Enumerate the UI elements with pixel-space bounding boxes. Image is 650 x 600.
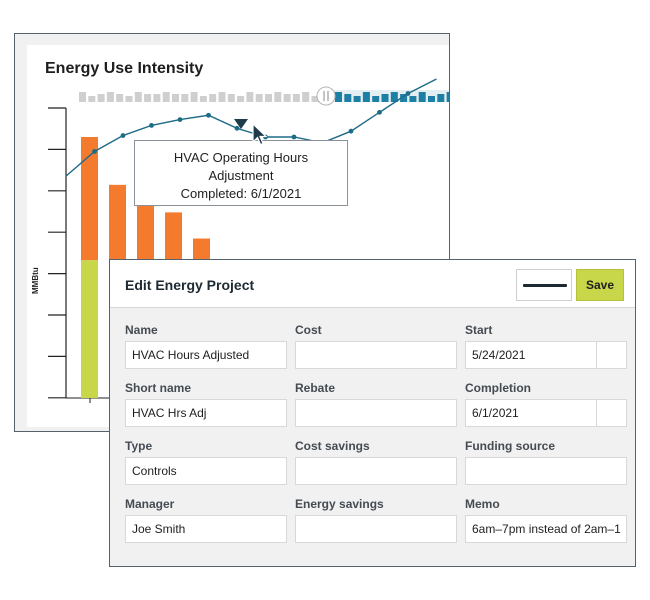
funding-source-field[interactable] — [465, 457, 627, 485]
bar-segment-top — [81, 137, 98, 261]
start-date-picker-button[interactable] — [596, 342, 626, 368]
timeline-slider-handle — [316, 86, 336, 106]
timeline-segment — [172, 94, 179, 102]
type-field[interactable]: Controls — [125, 457, 287, 485]
timeline-segment — [246, 92, 254, 102]
timeline-segment — [162, 92, 170, 102]
trend-point — [120, 133, 126, 138]
timeline-segment — [227, 94, 235, 102]
cost-savings-label: Cost savings — [295, 439, 370, 453]
trend-point — [291, 134, 297, 140]
completion-label: Completion — [465, 381, 531, 395]
timeline-segment — [88, 96, 96, 102]
completion-date-picker-button[interactable] — [596, 400, 626, 426]
timeline-segment-active — [409, 96, 417, 102]
cost-savings-field[interactable] — [295, 457, 457, 485]
trend-point — [348, 128, 354, 134]
timeline-segment-active — [381, 94, 389, 102]
timeline-segment — [134, 92, 142, 102]
chart-title: Energy Use Intensity — [45, 60, 204, 77]
timeline-segment — [283, 94, 291, 102]
line-style-icon — [523, 284, 567, 287]
timeline-segment-active — [344, 94, 352, 102]
timeline-segment — [106, 92, 114, 102]
timeline-segment-active — [353, 96, 361, 102]
manager-label: Manager — [125, 497, 175, 511]
timeline-segment — [302, 92, 310, 102]
project-tooltip: HVAC Operating Hours Adjustment Complete… — [134, 140, 348, 206]
tooltip-line: Adjustment — [208, 168, 274, 183]
edit-project-dialog: Edit Energy Project Save Name HVAC Hours… — [109, 259, 636, 567]
cost-label: Cost — [295, 323, 322, 337]
name-field[interactable]: HVAC Hours Adjusted — [125, 341, 287, 369]
timeline-segment-active — [400, 94, 408, 102]
timeline-segment — [190, 92, 198, 102]
start-date-value: 5/24/2021 — [472, 348, 526, 362]
memo-label: Memo — [465, 497, 500, 511]
timeline-segment — [237, 96, 245, 102]
timeline-segment-active — [362, 92, 370, 102]
type-label: Type — [125, 439, 153, 453]
timeline-segment — [153, 94, 161, 102]
manager-field[interactable]: Joe Smith — [125, 515, 287, 543]
rebate-label: Rebate — [295, 381, 336, 395]
timeline-segment — [292, 94, 300, 102]
funding-source-label: Funding source — [465, 439, 555, 453]
dialog-title: Edit Energy Project — [125, 277, 255, 293]
energy-savings-field[interactable] — [295, 515, 457, 543]
tooltip-line: Completed: 6/1/2021 — [180, 186, 302, 201]
timeline-segment — [116, 94, 124, 102]
rebate-field[interactable] — [295, 399, 457, 427]
trend-line — [65, 78, 437, 177]
cost-field[interactable] — [295, 341, 457, 369]
line-style-button[interactable] — [516, 269, 572, 301]
timeline-segment — [199, 96, 207, 102]
timeline-segment-active — [428, 96, 435, 102]
timeline-segment-active — [418, 92, 426, 102]
timeline-segment-active — [390, 92, 398, 102]
trend-point — [377, 109, 382, 115]
timeline-segment — [274, 92, 282, 102]
timeline-segment — [97, 94, 105, 102]
name-label: Name — [125, 323, 158, 337]
timeline-segment-active — [446, 92, 449, 102]
dialog-header: Edit Energy Project Save — [110, 260, 635, 308]
trend-point — [206, 112, 211, 118]
bar-segment-base — [81, 260, 98, 398]
mouse-pointer-icon — [252, 123, 268, 146]
start-label: Start — [465, 323, 493, 337]
short-name-label: Short name — [125, 381, 192, 395]
completion-date-field[interactable]: 6/1/2021 — [465, 399, 627, 427]
timeline-segment — [255, 94, 263, 102]
timeline-segment — [265, 94, 272, 102]
timeline-segment-active — [437, 94, 445, 102]
timeline-segment — [209, 94, 217, 102]
trend-point — [149, 123, 154, 128]
trend-point — [177, 117, 183, 122]
timeline-segment — [218, 92, 226, 102]
tooltip-line: HVAC Operating Hours — [173, 150, 309, 165]
timeline-segment — [125, 96, 133, 102]
save-button[interactable]: Save — [576, 269, 624, 301]
timeline-segment — [79, 92, 86, 102]
short-name-field[interactable]: HVAC Hrs Adj — [125, 399, 287, 427]
timeline-segment-active — [335, 92, 342, 102]
start-date-field[interactable]: 5/24/2021 — [465, 341, 627, 369]
timeline-segment-active — [372, 96, 380, 102]
trend-point — [92, 149, 97, 154]
timeline-segment — [181, 94, 189, 102]
energy-savings-label: Energy savings — [295, 497, 384, 511]
timeline-segment — [311, 96, 319, 102]
project-marker-icon[interactable] — [234, 119, 248, 129]
timeline-segment — [144, 94, 152, 102]
memo-field[interactable]: 6am–7pm instead of 2am–1 — [465, 515, 627, 543]
completion-date-value: 6/1/2021 — [472, 406, 519, 420]
trend-point — [405, 91, 411, 96]
